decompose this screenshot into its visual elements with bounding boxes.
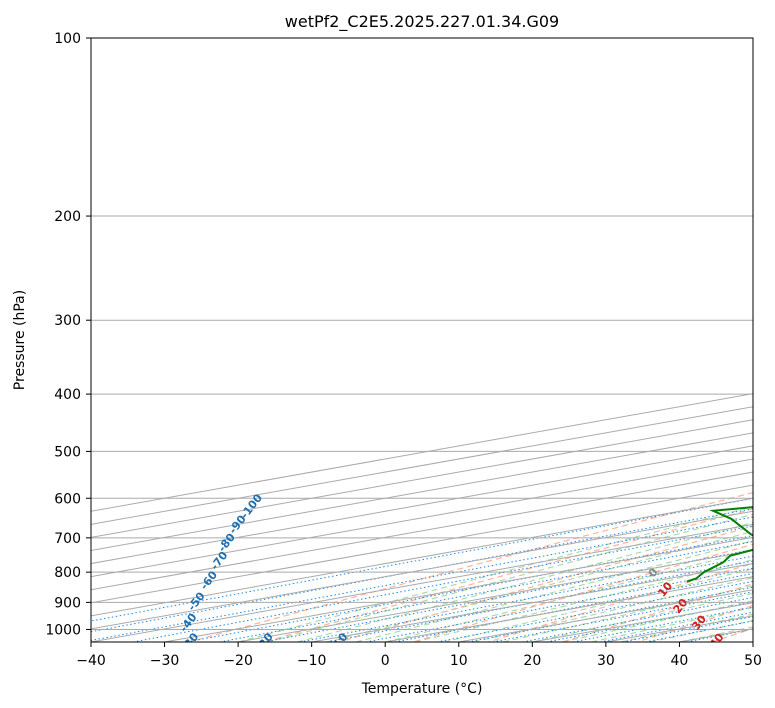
x-tick-label: −10 xyxy=(297,653,327,669)
x-axis-label: Temperature (°C) xyxy=(361,681,483,697)
y-tick-label: 400 xyxy=(54,387,81,403)
mixing-ratio-line xyxy=(436,580,753,642)
dry-adiabat-label: -30 xyxy=(179,630,202,654)
moist-adiabat-line xyxy=(267,513,753,642)
x-tick-label: 20 xyxy=(523,653,541,669)
mixing-ratio-line xyxy=(91,516,753,641)
plot-frame xyxy=(90,37,754,643)
y-axis-label: Pressure (hPa) xyxy=(12,290,28,390)
moist-adiabat-line xyxy=(237,505,753,642)
mixing-ratio-line xyxy=(365,567,753,642)
dry-adiabat-line xyxy=(189,491,753,642)
mixing-ratio-line xyxy=(91,497,753,622)
x-axis: −40 −30 −20 −10 0 10 20 30 40 50 xyxy=(76,642,762,669)
isotherm-line xyxy=(91,471,753,591)
x-tick-label: 40 xyxy=(671,653,689,669)
isotherm-line xyxy=(91,523,753,642)
y-tick-label: 300 xyxy=(54,313,81,329)
moist-adiabat-line xyxy=(502,585,753,642)
skewed-isotherms xyxy=(91,393,753,642)
x-tick-label: 10 xyxy=(450,653,468,669)
y-tick-label: 1000 xyxy=(45,622,81,638)
dry-adiabat-label: 40 xyxy=(707,631,727,651)
moist-adiabat-line xyxy=(532,592,753,642)
y-tick-label: 600 xyxy=(54,491,81,507)
isotherm-line xyxy=(91,445,753,565)
moist-adiabat-line xyxy=(414,559,753,642)
isotherm-line xyxy=(91,497,753,617)
y-tick-label: 500 xyxy=(54,444,81,460)
dry-adiabats xyxy=(189,491,753,642)
isobars xyxy=(91,38,753,630)
moist-adiabat-line xyxy=(355,540,753,642)
isotherm-line xyxy=(91,484,753,604)
mixing-ratio-line xyxy=(219,541,753,642)
isotherm-line xyxy=(164,536,753,642)
y-tick-label: 900 xyxy=(54,595,81,611)
isotherm-line xyxy=(91,510,753,630)
dry-adiabat-label: -20 xyxy=(253,630,276,654)
y-tick-label: 200 xyxy=(54,209,81,225)
x-tick-label: −20 xyxy=(223,653,253,669)
x-tick-label: 30 xyxy=(597,653,615,669)
y-tick-label: 100 xyxy=(54,31,81,47)
dry-adiabat-label: -10 xyxy=(328,630,351,654)
y-tick-label: 800 xyxy=(54,565,81,581)
dry-adiabat-line xyxy=(338,525,753,642)
mixing-ratio-line xyxy=(91,508,753,633)
isotherm-line xyxy=(91,432,753,552)
y-tick-label: 700 xyxy=(54,531,81,547)
chart-title: wetPf2_C2E5.2025.227.01.34.G09 xyxy=(285,12,559,32)
isotherm-line xyxy=(91,458,753,578)
x-tick-label: −30 xyxy=(150,653,180,669)
x-tick-label: 50 xyxy=(744,653,762,669)
x-tick-label: −40 xyxy=(76,653,106,669)
y-axis: 1000 900 800 700 600 500 400 300 200 100 xyxy=(45,31,91,638)
x-tick-label: 0 xyxy=(381,653,390,669)
